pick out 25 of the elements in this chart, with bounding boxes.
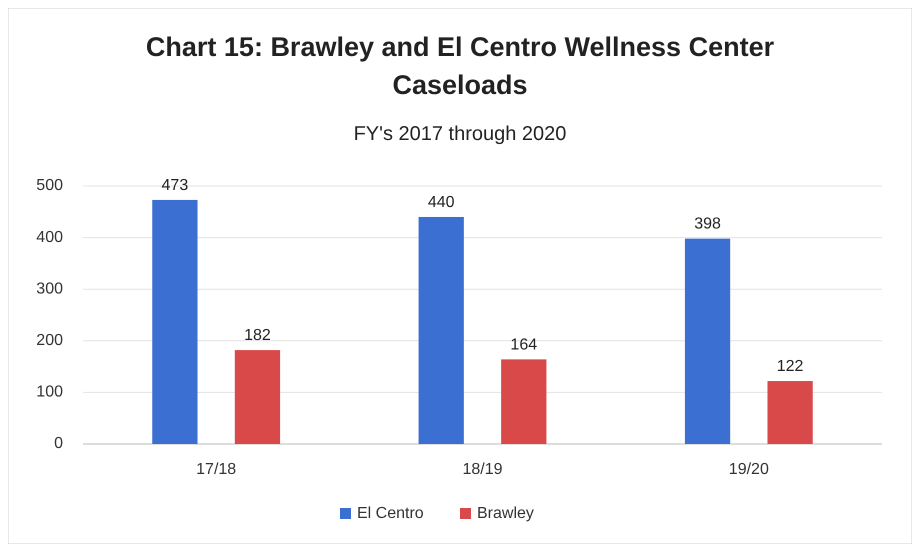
data-label: 473	[162, 176, 188, 194]
x-tick-label: 17/18	[196, 461, 236, 478]
chart-title: Chart 15: Brawley and El Centro Wellness Center Caseloads	[146, 32, 775, 100]
y-tick-label: 0	[54, 435, 64, 452]
data-label: 122	[776, 358, 804, 376]
data-label: 440	[428, 194, 455, 211]
data-label: 398	[694, 216, 721, 233]
legend-label: El Centro	[357, 505, 424, 522]
y-tick-label: 300	[36, 280, 64, 298]
bar	[501, 359, 546, 444]
bar	[767, 381, 813, 444]
bar	[418, 216, 464, 444]
y-tick-label: 500	[36, 177, 64, 194]
x-tick-label: 19/20	[728, 461, 769, 478]
y-tick-label: 400	[36, 228, 64, 246]
legend-label: Brawley	[477, 505, 534, 522]
x-tick-label: 18/19	[462, 461, 503, 478]
y-tick-label: 200	[36, 332, 64, 350]
bar	[152, 200, 198, 444]
y-tick-label: 100	[36, 384, 64, 401]
data-label: 182	[244, 327, 271, 344]
bar	[684, 238, 730, 444]
data-label: 164	[510, 336, 538, 354]
bar	[234, 350, 280, 444]
chart-subtitle: FY's 2017 through 2020	[354, 123, 566, 145]
